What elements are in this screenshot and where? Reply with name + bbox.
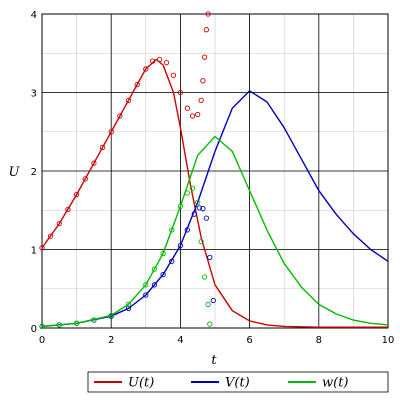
legend-label-0: U(t) [128,376,154,391]
data-point-series-4 [196,205,203,211]
data-point-series-4 [200,206,206,212]
data-point-series-4 [203,215,210,221]
data-point-series-3 [184,105,190,111]
data-point-series-5 [169,227,175,233]
x-tick-label: 8 [316,335,322,346]
x-tick-label: 2 [108,335,114,346]
data-point-series-3 [205,11,211,17]
data-point-series-5 [73,320,80,326]
data-point-series-3 [117,113,123,119]
data-point-series-5 [151,266,158,272]
data-point-series-3 [198,97,204,104]
y-tick-label: 3 [31,89,37,100]
data-point-series-3 [56,220,62,227]
data-point-series-3 [195,111,201,118]
data-point-series-3 [39,245,45,251]
legend-label-1: V(t) [225,376,250,391]
data-point-series-3 [177,89,184,96]
data-point-series-3 [91,160,97,166]
data-point-series-5 [143,282,149,288]
data-point-series-5 [91,317,97,323]
y-axis-label: U [9,165,21,180]
data-point-series-5 [125,301,132,308]
data-point-series-5 [177,203,184,209]
data-point-series-5 [195,199,201,206]
data-point-series-5 [160,250,166,257]
legend-box [87,371,389,393]
data-point-series-4 [169,258,175,264]
legend: U(t) V(t) w(t) [87,371,389,393]
data-point-series-3 [156,56,163,63]
data-point-series-4 [207,254,213,261]
data-point-series-5 [39,323,45,330]
data-point-series-3 [99,144,106,151]
x-tick-label: 0 [39,335,45,346]
data-point-series-3 [125,97,132,104]
y-tick-label: 4 [31,10,37,21]
data-point-series-4 [191,211,197,217]
data-point-series-3 [201,54,208,60]
data-point-series-5 [198,238,204,245]
data-point-series-3 [48,233,54,239]
data-point-series-3 [73,191,80,198]
data-point-series-3 [170,72,177,78]
data-point-series-5 [184,190,190,196]
data-point-series-4 [177,242,184,249]
data-point-series-5 [108,312,114,319]
data-point-series-4 [160,271,166,278]
data-point-series-3 [189,113,196,119]
data-point-series-3 [203,27,210,33]
data-point-series-5 [207,321,213,327]
series-line-2 [41,135,389,328]
data-point-series-4 [184,227,190,233]
series-line-0 [41,58,388,328]
data-point-series-3 [108,129,114,135]
data-point-series-4 [125,305,132,312]
data-point-series-3 [143,66,149,72]
x-tick-label: 10 [382,335,395,346]
data-point-series-3 [65,206,71,213]
grid [41,13,389,329]
data-point-series-3 [200,78,206,84]
data-point-series-4 [151,282,158,288]
data-point-series-4 [143,292,149,298]
y-tick-label: 0 [31,324,37,335]
x-tick-label: 4 [177,335,183,346]
x-axis-label: t [211,353,217,368]
data-point-series-3 [163,60,170,66]
data-point-series-5 [205,301,211,308]
data-point-series-5 [56,322,62,328]
data-point-series-5 [201,274,208,280]
plot-frame [41,13,389,329]
data-point-series-3 [82,176,88,182]
data-point-series-3 [134,82,140,88]
y-tick-label: 1 [31,246,37,257]
plot-area [39,11,389,330]
data-point-series-5 [189,185,196,191]
data-point-series-4 [210,297,216,304]
y-tick-label: 2 [31,167,37,178]
series-line-1 [41,90,389,328]
tick-labels: 0 2 4 6 8 10 0 1 2 3 4 [31,10,395,346]
x-tick-label: 6 [246,335,252,346]
legend-label-2: w(t) [322,376,349,391]
data-point-series-3 [150,58,156,64]
